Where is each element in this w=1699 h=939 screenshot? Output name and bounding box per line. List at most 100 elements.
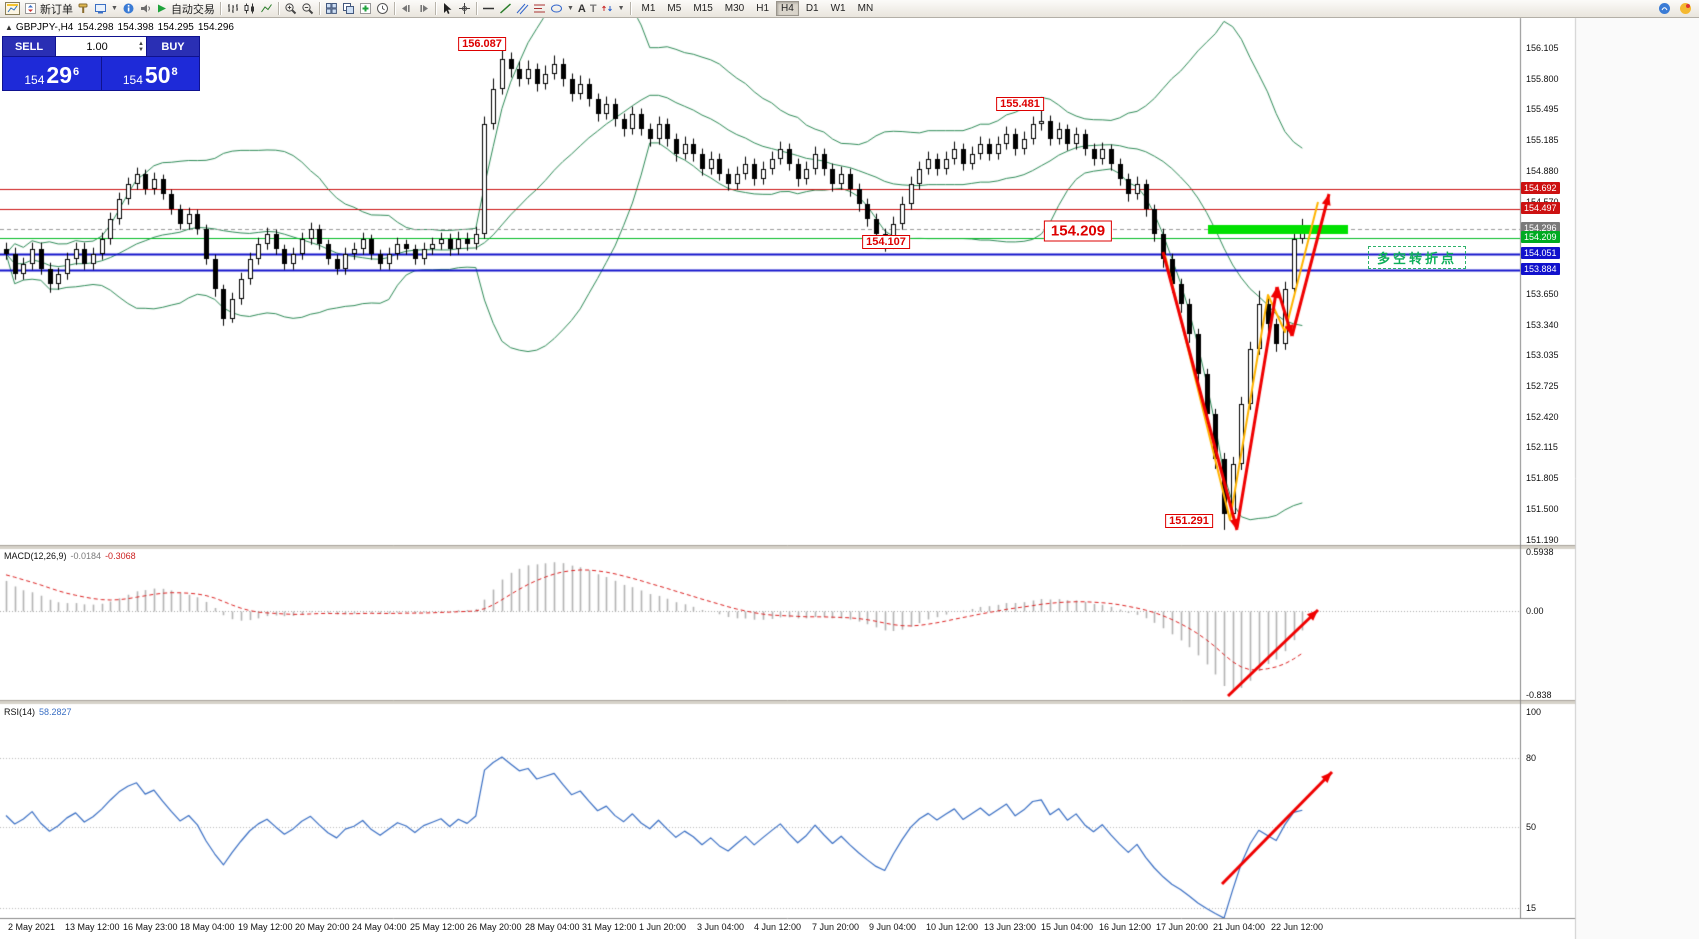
price-annotation[interactable]: 151.291 <box>1165 514 1213 528</box>
text-tool-icon[interactable]: A <box>577 2 586 15</box>
add-indicator-icon[interactable] <box>357 1 374 17</box>
ohlc-low: 154.295 <box>157 22 194 33</box>
app-icon <box>3 1 22 17</box>
time-axis-label: 26 May 20:00 <box>467 922 522 932</box>
time-axis-label: 3 Jun 04:00 <box>697 922 745 932</box>
price-annotation[interactable]: 154.107 <box>862 235 910 249</box>
macd-scale-label: -0.838 <box>1526 689 1552 700</box>
time-axis-label: 19 May 12:00 <box>238 922 293 932</box>
cursor-icon[interactable] <box>439 1 456 17</box>
community-icon[interactable] <box>1656 1 1673 17</box>
price-scale-label: 152.115 <box>1526 442 1558 453</box>
bar-chart-icon[interactable] <box>224 1 241 17</box>
channel-icon[interactable] <box>514 1 531 17</box>
arrows-tool-icon[interactable]: ▼ <box>599 1 627 17</box>
timeframe-group: M1 M5 M15 M30 H1 H4 D1 W1 MN <box>636 1 880 16</box>
price-scale-label: 153.035 <box>1526 350 1559 361</box>
timeframe-m30-button[interactable]: M30 <box>720 1 749 16</box>
timeframe-m1-button[interactable]: M1 <box>637 1 661 16</box>
one-click-toggle-icon[interactable]: ▲ <box>5 23 13 32</box>
info-icon[interactable] <box>120 1 137 17</box>
timeframe-w1-button[interactable]: W1 <box>826 1 851 16</box>
price-scale-label: 155.495 <box>1526 104 1559 115</box>
volume-spinner[interactable]: ▲ ▼ <box>137 41 145 53</box>
price-scale-label: 151.500 <box>1526 503 1559 514</box>
line-chart-icon[interactable] <box>258 1 275 17</box>
time-axis-label: 10 Jun 12:00 <box>926 922 979 932</box>
auto-scroll-icon[interactable] <box>398 1 415 17</box>
macd-indicator-label: MACD(12,26,9) -0.0184 -0.3068 <box>4 551 136 561</box>
ohlc-open: 154.298 <box>77 22 114 33</box>
zoom-in-icon[interactable] <box>282 1 299 17</box>
price-scale-label: 155.185 <box>1526 135 1559 146</box>
time-axis-label: 13 May 12:00 <box>65 922 120 932</box>
cascade-windows-icon[interactable] <box>340 1 357 17</box>
price-scale-label: 152.420 <box>1526 411 1559 422</box>
scripts-hammer-icon[interactable] <box>75 1 92 17</box>
autotrading-button[interactable]: 自动交易 <box>154 1 217 17</box>
trendline-icon[interactable] <box>497 1 514 17</box>
ohlc-high: 154.398 <box>117 22 154 33</box>
timeframe-m15-button[interactable]: M15 <box>688 1 717 16</box>
volume-input[interactable] <box>57 39 138 54</box>
price-scale-label: 152.725 <box>1526 381 1559 392</box>
price-tag: 154.209 <box>1521 230 1560 243</box>
price-scale-label: 154.570 <box>1526 197 1559 207</box>
buy-price[interactable]: 154 50 8 <box>101 57 199 90</box>
horizontal-line-icon[interactable] <box>480 1 497 17</box>
autotrading-label: 自动交易 <box>170 3 215 16</box>
spinner-up-icon[interactable]: ▲ <box>138 40 144 47</box>
symbol-name: GBPJPY-,H4 <box>15 22 74 33</box>
new-order-button[interactable]: 新订单 <box>22 1 75 17</box>
shapes-icon[interactable]: ▼ <box>548 1 576 17</box>
timeframe-h1-button[interactable]: H1 <box>751 1 774 16</box>
timeframe-d1-button[interactable]: D1 <box>801 1 824 16</box>
price-annotation[interactable]: 156.087 <box>458 37 506 51</box>
time-axis-label: 9 Jun 04:00 <box>869 922 917 932</box>
charts-monitor-icon[interactable]: ▼ <box>92 1 120 17</box>
candlestick-icon[interactable] <box>241 1 258 17</box>
sell-price[interactable]: 154 29 6 <box>3 57 101 90</box>
toolbar-separator <box>434 2 436 15</box>
chevron-down-icon: ▼ <box>566 5 574 12</box>
chart-shift-icon[interactable] <box>415 1 432 17</box>
time-axis-label: 25 May 12:00 <box>410 922 465 932</box>
chevron-down-icon: ▼ <box>617 5 625 12</box>
rsi-scale-label: 100 <box>1526 707 1542 717</box>
timeframe-mn-button[interactable]: MN <box>853 1 879 16</box>
toolbar-separator <box>277 2 279 15</box>
speaker-icon[interactable] <box>137 1 154 17</box>
time-axis-label: 20 May 20:00 <box>295 922 350 932</box>
timeframe-m5-button[interactable]: M5 <box>662 1 686 16</box>
timeframe-h4-button[interactable]: H4 <box>776 1 799 16</box>
toolbar-separator <box>219 2 221 15</box>
time-axis-label: 16 Jun 12:00 <box>1099 922 1152 932</box>
spinner-down-icon[interactable]: ▼ <box>138 46 144 53</box>
rsi-scale-label: 80 <box>1526 753 1537 763</box>
rsi-scale-label: 15 <box>1526 902 1537 913</box>
clock-icon[interactable] <box>374 1 391 17</box>
crosshair-icon[interactable] <box>456 1 473 17</box>
price-annotation[interactable]: 155.481 <box>996 97 1044 111</box>
rsi-scale-label: 50 <box>1526 822 1537 832</box>
tile-windows-icon[interactable] <box>323 1 340 17</box>
fibonacci-icon[interactable] <box>531 1 548 17</box>
price-scale-label: 151.190 <box>1526 535 1559 545</box>
alerts-icon[interactable] <box>1677 1 1694 17</box>
time-axis-label: 31 May 12:00 <box>582 922 637 932</box>
buy-button[interactable]: BUY <box>147 37 199 56</box>
turning-point-label[interactable]: 多空转折点 <box>1368 246 1467 269</box>
label-tool-icon[interactable]: T <box>589 2 597 15</box>
price-annotation[interactable]: 154.209 <box>1043 220 1113 242</box>
ohlc-close: 154.296 <box>197 22 234 33</box>
sell-button[interactable]: SELL <box>3 37 55 56</box>
zoom-out-icon[interactable] <box>299 1 316 17</box>
chevron-down-icon: ▼ <box>111 5 118 12</box>
main-toolbar: 新订单 ▼ 自动交易 <box>0 0 1699 18</box>
toolbar-separator <box>393 2 395 15</box>
time-axis-label: 22 Jun 12:00 <box>1271 922 1324 932</box>
toolbar-separator <box>629 2 631 15</box>
price-tag: 154.692 <box>1521 182 1560 195</box>
